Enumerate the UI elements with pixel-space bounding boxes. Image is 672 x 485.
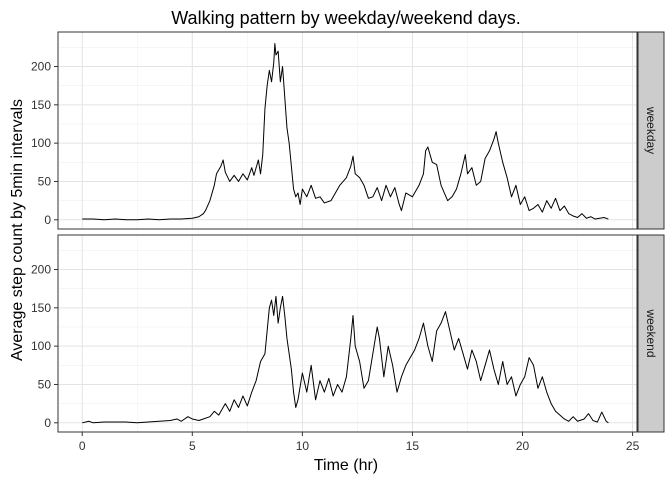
x-tick-label: 15 (406, 439, 420, 453)
x-axis-label: Time (hr) (314, 457, 378, 474)
series-line-weekend (82, 295, 609, 424)
y-tick-label: 100 (31, 339, 51, 353)
y-tick-label: 200 (31, 262, 51, 276)
panel-background (58, 32, 637, 229)
series-line-weekday (82, 43, 609, 221)
x-tick-label: 20 (516, 439, 530, 453)
y-axis-label: Average step count by 5min intervals (9, 99, 26, 361)
panel-border (57, 31, 638, 230)
panel-background (58, 235, 637, 432)
y-tick-label: 200 (31, 59, 51, 73)
x-tick-label: 10 (296, 439, 310, 453)
panel-border (57, 234, 638, 433)
facet-strip (637, 31, 665, 230)
y-tick-label: 100 (31, 136, 51, 150)
panel-weekend: weekend 0 50 100 150 200 0 5 10 15 20 25 (31, 234, 665, 453)
y-tick-label: 150 (31, 98, 51, 112)
x-tick-label: 5 (189, 439, 196, 453)
y-tick-label: 150 (31, 301, 51, 315)
y-tick-label: 0 (44, 416, 51, 430)
y-tick-label: 0 (44, 213, 51, 227)
y-tick-label: 50 (38, 377, 52, 391)
panels-layer: weekday 0 50 100 150 200 weekend 0 50 100 150 200 0 5… (31, 31, 665, 453)
panel-weekday: weekday 0 50 100 150 200 (31, 31, 665, 230)
x-tick-label: 0 (79, 439, 86, 453)
facet-strip-label: weekday (644, 106, 658, 154)
chart-title: Walking pattern by weekday/weekend days. (171, 8, 521, 28)
x-tick-label: 25 (626, 439, 640, 453)
facet-strip-label: weekend (644, 308, 658, 357)
y-tick-label: 50 (38, 174, 52, 188)
facet-strip (637, 234, 665, 433)
